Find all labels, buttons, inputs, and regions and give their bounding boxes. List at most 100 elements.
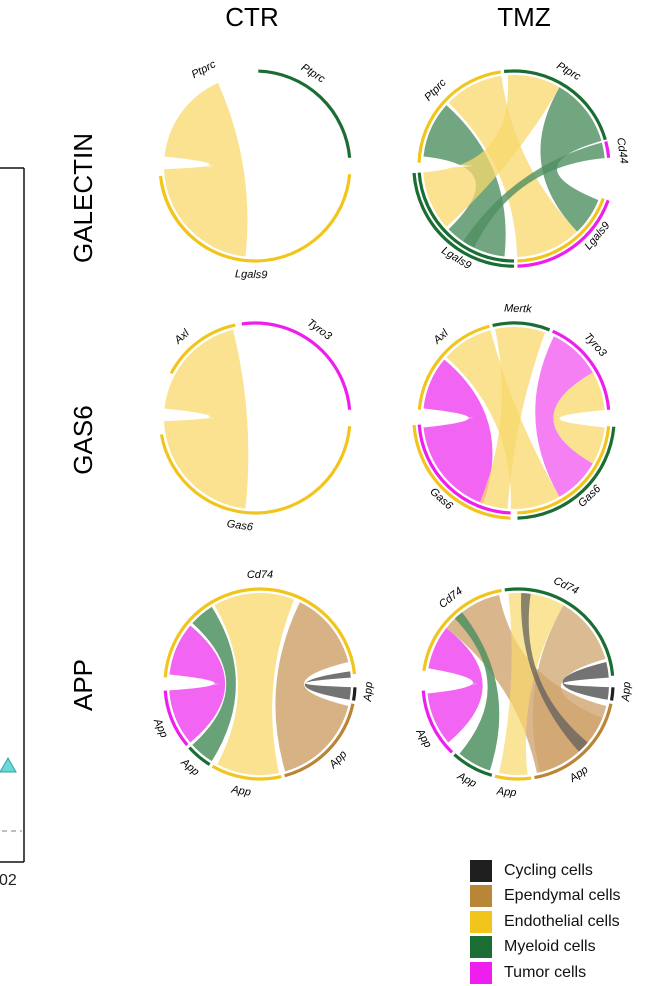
legend-swatch-cycling bbox=[470, 859, 492, 882]
sector-arc-app bbox=[211, 764, 282, 781]
gene-label-mertk: Mertk bbox=[504, 303, 532, 316]
sector-arc-gas6 bbox=[517, 426, 611, 515]
sector-arc-gas6 bbox=[159, 426, 352, 515]
row-title-gas6: GAS6 bbox=[68, 405, 98, 474]
chord-link bbox=[463, 142, 605, 248]
row-title-galectin: GALECTIN bbox=[68, 133, 98, 263]
gene-label-ptprc: Ptprc bbox=[554, 60, 583, 83]
sector-arc-ptprc bbox=[503, 69, 607, 141]
sector-arc-cd74 bbox=[422, 588, 502, 672]
chord-link bbox=[553, 372, 605, 464]
chord-link bbox=[275, 602, 349, 772]
sector-arc-axl bbox=[417, 324, 490, 410]
column-title-ctr: CTR bbox=[225, 2, 278, 32]
sector-arc-app bbox=[163, 690, 189, 747]
legend-swatch-ependymal bbox=[470, 885, 492, 908]
sector-gap-notch bbox=[163, 680, 220, 688]
sector-arc-app bbox=[188, 746, 211, 766]
gene-label-app: App bbox=[495, 785, 517, 799]
sector-arc-tyro3 bbox=[551, 329, 611, 410]
chord-link bbox=[192, 606, 236, 762]
chord-link bbox=[169, 625, 226, 743]
gene-label-app: App bbox=[455, 770, 479, 790]
sector-arc-cd44 bbox=[604, 140, 611, 158]
legend-label-tumor: Tumor cells bbox=[504, 963, 587, 981]
gene-label-app: App bbox=[620, 681, 633, 702]
legend-label-endothelial: Endothelial cells bbox=[504, 912, 620, 930]
sector-gap-notch bbox=[421, 680, 478, 688]
chord-link bbox=[214, 593, 295, 775]
chord-link bbox=[454, 612, 500, 771]
legend-label-ependymal: Ependymal cells bbox=[504, 887, 621, 905]
chord-link bbox=[423, 359, 493, 504]
partial-left-panel bbox=[0, 167, 25, 863]
sector-arc-app bbox=[351, 687, 357, 701]
sector-arc-mertk bbox=[492, 321, 551, 332]
sector-arc-lgals9 bbox=[517, 197, 605, 263]
chord-link bbox=[532, 605, 606, 773]
cell-type-legend: Cycling cells Ependymal cells Endothelia… bbox=[470, 858, 660, 986]
legend-item-myeloid: Myeloid cells bbox=[470, 935, 660, 961]
chord-link bbox=[535, 336, 593, 497]
gene-label-axl: Axl bbox=[431, 327, 452, 347]
sector-arc-app bbox=[421, 690, 454, 754]
chord-link bbox=[423, 74, 560, 227]
gene-label-app: App bbox=[567, 764, 591, 785]
gene-label-axl: Axl bbox=[172, 327, 193, 347]
chord-link bbox=[164, 82, 248, 257]
legend-swatch-myeloid bbox=[470, 936, 492, 959]
sector-gap-notch bbox=[158, 414, 215, 422]
partial-axis-tick-label: 02 bbox=[0, 872, 17, 889]
chord-link bbox=[479, 327, 546, 509]
column-title-tmz: TMZ bbox=[497, 2, 551, 32]
sector-arc-lgals9 bbox=[517, 199, 610, 268]
sector-gap-notch bbox=[417, 414, 474, 422]
gene-label-app: App bbox=[327, 748, 350, 771]
gene-label-app: App bbox=[178, 756, 201, 778]
sector-arc-cd74 bbox=[504, 587, 615, 676]
legend-item-endothelial: Endothelial cells bbox=[470, 909, 660, 935]
left-panel-triangle-marker bbox=[0, 756, 17, 773]
sector-arc-lgals9 bbox=[159, 174, 352, 263]
gene-label-app: App bbox=[362, 681, 375, 702]
legend-label-myeloid: Myeloid cells bbox=[504, 938, 596, 956]
gene-label-app: App bbox=[151, 716, 170, 740]
chord-link bbox=[427, 627, 483, 743]
chord-link bbox=[521, 593, 588, 752]
sector-arc-lgals9 bbox=[417, 172, 515, 263]
gene-label-gas6: Gas6 bbox=[226, 518, 255, 534]
sector-arc-gas6 bbox=[417, 424, 511, 515]
sector-arc-tyro3 bbox=[241, 321, 352, 410]
sector-arc-app bbox=[534, 703, 613, 780]
gene-label-cd74: Cd74 bbox=[247, 569, 273, 581]
legend-item-tumor: Tumor cells bbox=[470, 960, 660, 986]
sector-arc-gas6 bbox=[412, 424, 511, 520]
chord-link bbox=[499, 593, 564, 775]
gene-label-cd74: Cd74 bbox=[551, 575, 580, 597]
sector-arc-app bbox=[453, 753, 493, 777]
chord-link bbox=[304, 671, 351, 700]
gene-label-app: App bbox=[229, 783, 251, 798]
gene-label-lgals9: Lgals9 bbox=[235, 268, 268, 281]
sector-arc-ptprc bbox=[417, 70, 502, 163]
sector-arc-app bbox=[494, 774, 532, 781]
legend-label-cycling: Cycling cells bbox=[504, 861, 593, 879]
sector-arc-gas6 bbox=[517, 426, 616, 520]
sector-arc-axl bbox=[169, 323, 236, 375]
chord-link bbox=[164, 329, 249, 509]
sector-gap-notch bbox=[417, 162, 474, 170]
chord-app-ctr: Cd74 App App App App App bbox=[151, 569, 376, 799]
sector-arc-cd74 bbox=[163, 587, 357, 678]
chord-link bbox=[540, 87, 602, 232]
sector-arc-ptprc bbox=[258, 69, 352, 158]
sector-arc-app bbox=[284, 703, 355, 778]
sector-gap-notch bbox=[158, 162, 215, 170]
legend-swatch-endothelial bbox=[470, 910, 492, 933]
sector-arc-app bbox=[609, 687, 615, 701]
